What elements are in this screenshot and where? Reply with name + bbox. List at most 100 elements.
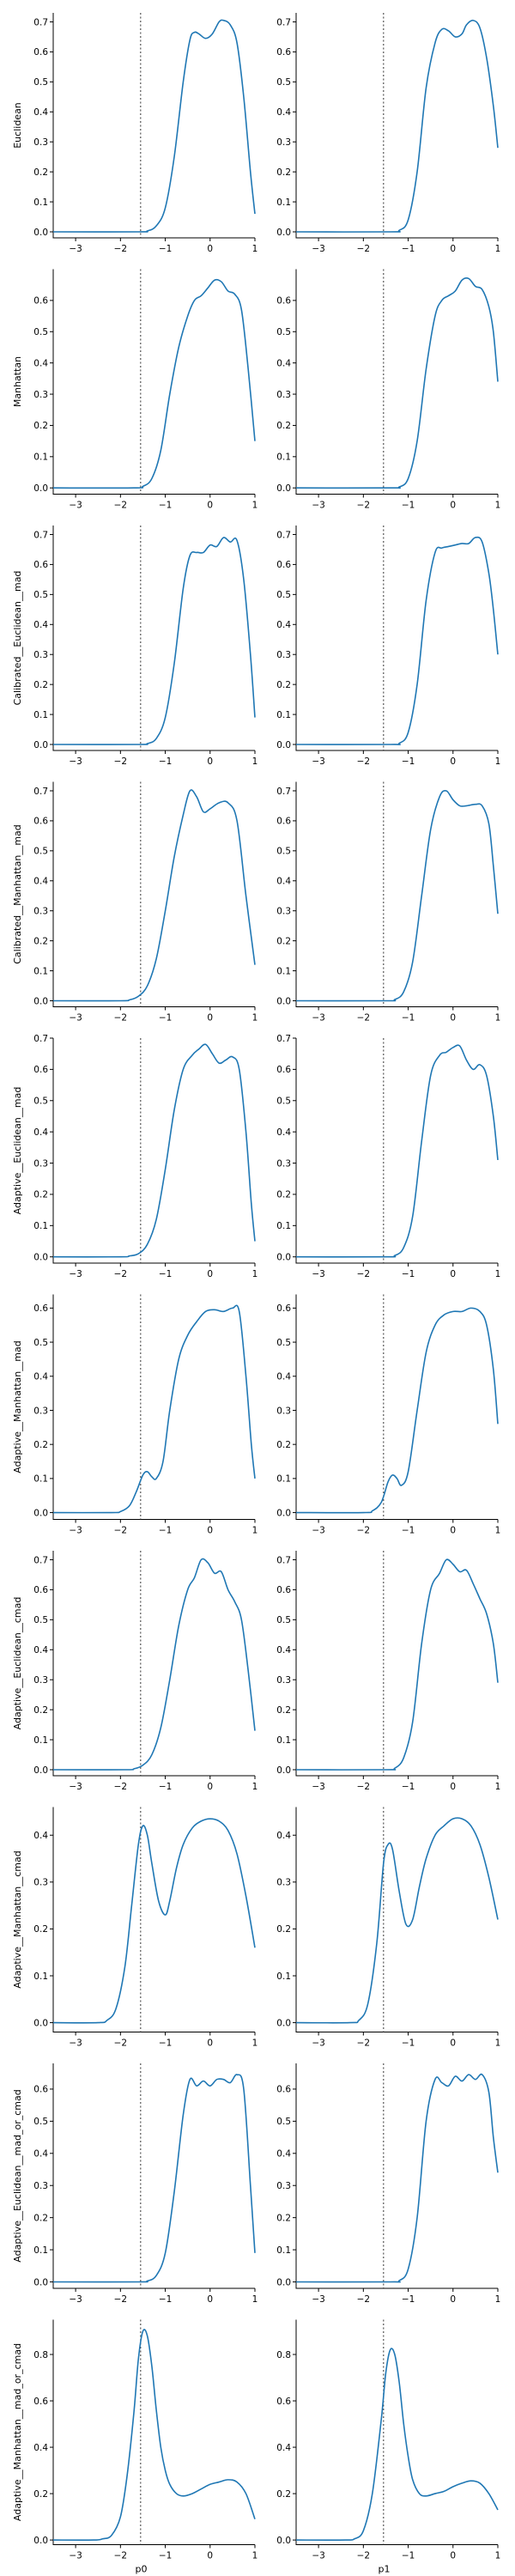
x-tick-label: 1 — [495, 2038, 501, 2049]
y-tick-label: 0.2 — [33, 936, 48, 946]
density-curve-p0 — [52, 537, 256, 745]
y-tick-label: 0.7 — [33, 530, 48, 540]
y-tick-label: 0.2 — [33, 421, 48, 431]
y-tick-label: 0.0 — [276, 1765, 291, 1776]
x-tick-label: 0 — [207, 756, 213, 767]
y-tick-label: 0.4 — [276, 2149, 291, 2160]
x-tick-label: 1 — [252, 2551, 258, 2561]
y-tick-label: 0.6 — [33, 817, 48, 827]
subplot-p0-row-1: 0.0 0.1 0.2 0.3 0.4 0.5 0.6 −3 −2 −1 0 1 — [33, 269, 258, 511]
y-tick-label: 0.0 — [276, 1508, 291, 1518]
y-tick-label: 0.1 — [276, 966, 291, 976]
x-tick-label: 0 — [450, 1013, 456, 1024]
x-tick-label: −3 — [312, 244, 324, 254]
x-tick-label: −1 — [159, 756, 172, 767]
density-curve-p1 — [295, 1817, 499, 2024]
x-tick-label: 0 — [450, 1782, 456, 1792]
y-tick-label: 0.4 — [33, 107, 48, 118]
y-tick-label: 0.1 — [276, 2245, 291, 2256]
x-tick-label: −3 — [312, 1526, 324, 1536]
density-curve-p1 — [295, 19, 499, 233]
x-tick-label: −2 — [114, 1269, 127, 1279]
x-tick-label: 1 — [495, 756, 501, 767]
x-tick-label: −3 — [312, 756, 324, 767]
subplot-p1-row-1: 0.0 0.1 0.2 0.3 0.4 0.5 0.6 −3 −2 −1 0 1 — [276, 269, 500, 511]
y-tick-label: 0.5 — [33, 1338, 48, 1348]
density-curve-p0 — [52, 278, 256, 489]
y-tick-label: 0.4 — [276, 1645, 291, 1656]
y-tick-label: 0.1 — [276, 710, 291, 720]
y-tick-label: 0.3 — [33, 2181, 48, 2191]
y-tick-label: 0.5 — [33, 847, 48, 857]
y-tick-label: 0.4 — [33, 1372, 48, 1382]
y-tick-label: 0.2 — [276, 1705, 291, 1716]
y-tick-label: 0.0 — [276, 228, 291, 238]
x-tick-label: 1 — [495, 1269, 501, 1279]
x-tick-label: 1 — [495, 1526, 501, 1536]
x-tick-label: −2 — [357, 1782, 370, 1792]
x-tick-label: −1 — [402, 1269, 415, 1279]
density-curve-p0 — [52, 2329, 256, 2541]
y-tick-label: 0.3 — [276, 650, 291, 660]
x-tick-label: −3 — [312, 1013, 324, 1024]
x-tick-label: −3 — [69, 1269, 82, 1279]
y-tick-label: 0.3 — [33, 1878, 48, 1888]
y-tick-label: 0.0 — [276, 2018, 291, 2028]
x-tick-label: 0 — [207, 2038, 213, 2049]
y-axis-label: Adaptive__Manhattan__mad — [12, 1340, 23, 1473]
y-tick-label: 0.1 — [276, 453, 291, 463]
y-tick-label: 0.5 — [276, 1338, 291, 1348]
density-curve-p1 — [295, 2348, 499, 2541]
density-curve-p0 — [52, 1304, 256, 1514]
x-tick-label: −1 — [159, 1526, 172, 1536]
x-tick-label: −1 — [402, 244, 415, 254]
x-tick-label: 1 — [252, 501, 258, 511]
subplot-p1-row-7: 0.0 0.1 0.2 0.3 0.4 −3 −2 −1 0 1 — [276, 1807, 500, 2049]
y-tick-label: 0.5 — [276, 1615, 291, 1625]
y-tick-label: 0.2 — [33, 1440, 48, 1450]
y-tick-label: 0.6 — [33, 47, 48, 58]
y-tick-label: 0.5 — [276, 2117, 291, 2127]
x-tick-label: −3 — [69, 244, 82, 254]
x-tick-label: 1 — [252, 2294, 258, 2305]
y-tick-label: 0.4 — [276, 1831, 291, 1841]
y-tick-label: 0.3 — [276, 1675, 291, 1686]
y-tick-label: 0.2 — [276, 167, 291, 178]
y-tick-label: 0.6 — [276, 2397, 291, 2407]
subplot-p0-row-4: 0.0 0.1 0.2 0.3 0.4 0.5 0.6 0.7 −3 −2 −1 0 1 — [33, 1034, 258, 1279]
x-tick-label: −1 — [402, 501, 415, 511]
y-tick-label: 0.4 — [33, 2443, 48, 2453]
y-axis-label: Euclidean — [12, 102, 23, 149]
density-curve-p1 — [295, 1307, 499, 1514]
density-curve-p1 — [295, 536, 499, 745]
x-tick-label: −2 — [357, 244, 370, 254]
x-tick-label: −2 — [357, 2038, 370, 2049]
subplot-p1-row-5: 0.0 0.1 0.2 0.3 0.4 0.5 0.6 −3 −2 −1 0 1 — [276, 1294, 501, 1536]
x-tick-label: 1 — [495, 1782, 501, 1792]
y-tick-label: 0.4 — [33, 1645, 48, 1656]
y-tick-label: 0.7 — [33, 1034, 48, 1044]
y-tick-label: 0.2 — [33, 680, 48, 690]
subplot-p0-row-8: 0.0 0.1 0.2 0.3 0.4 0.5 0.6 −3 −2 −1 0 1 — [33, 2063, 258, 2305]
y-tick-label: 0.2 — [33, 167, 48, 178]
y-tick-label: 0.1 — [33, 1735, 48, 1746]
y-tick-label: 0.6 — [33, 2397, 48, 2407]
y-tick-label: 0.1 — [33, 453, 48, 463]
x-tick-label: −3 — [312, 1269, 324, 1279]
y-tick-label: 0.1 — [276, 197, 291, 208]
y-tick-label: 0.7 — [276, 1034, 291, 1044]
y-tick-label: 0.2 — [33, 2213, 48, 2223]
x-tick-label: −2 — [357, 2294, 370, 2305]
y-tick-label: 0.0 — [276, 2536, 291, 2546]
y-tick-label: 0.1 — [276, 1735, 291, 1746]
x-tick-label: 1 — [252, 244, 258, 254]
density-curve-p0 — [52, 1818, 256, 2024]
x-tick-label: −1 — [402, 2038, 415, 2049]
x-tick-label: −3 — [312, 1782, 324, 1792]
y-axis-label: Adaptive__Manhattan__cmad — [12, 1850, 23, 1988]
subplot-p0-row-3: 0.0 0.1 0.2 0.3 0.4 0.5 0.6 0.7 −3 −2 −1 0 1 — [33, 781, 258, 1024]
x-tick-label: −3 — [69, 1013, 82, 1024]
y-tick-label: 0.7 — [276, 787, 291, 797]
y-tick-label: 0.6 — [276, 2085, 291, 2095]
x-tick-label: 1 — [252, 2038, 258, 2049]
